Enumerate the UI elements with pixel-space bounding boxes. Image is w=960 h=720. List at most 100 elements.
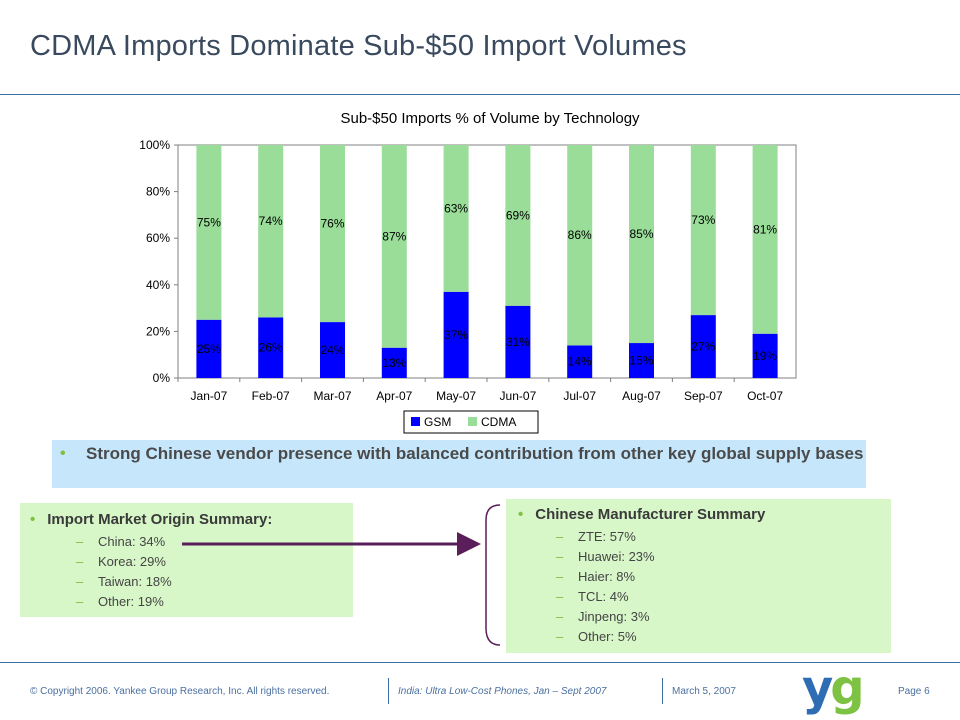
bar-cdma-jun-07 <box>505 145 531 306</box>
dash-icon: – <box>556 569 564 584</box>
legend-swatch-cdma <box>468 417 477 426</box>
bar-cdma-jul-07 <box>567 145 593 346</box>
origin-item-taiwan: Taiwan: 18% <box>98 574 172 589</box>
callout-bullet-icon: • <box>60 445 66 462</box>
origin-item-other: Other: 19% <box>98 594 164 609</box>
manufacturer-summary-list: – ZTE: 57% – Huawei: 23% – Haier: 8% – TCL: … <box>556 527 655 647</box>
data-label-cdma: 76% <box>320 217 344 231</box>
manufacturer-item-tcl: TCL: 4% <box>578 589 629 604</box>
data-label-cdma: 86% <box>568 228 592 242</box>
key-finding-callout: • Strong Chinese vendor presence with ba… <box>52 440 866 488</box>
bar-cdma-aug-07 <box>629 145 654 344</box>
x-tick-label: Jul-07 <box>563 389 596 403</box>
dash-icon: – <box>556 609 564 624</box>
y-tick-label: 60% <box>146 231 170 245</box>
bar-gsm-jan-07 <box>196 319 222 378</box>
list-item: – Jinpeng: 3% <box>556 607 655 627</box>
manufacturer-item-haier: Haier: 8% <box>578 569 636 584</box>
bar-cdma-oct-07 <box>752 145 778 334</box>
bar-cdma-apr-07 <box>381 145 407 348</box>
manufacturer-summary-box: • Chinese Manufacturer Summary – ZTE: 57% … <box>506 499 891 653</box>
y-tick-label: 0% <box>153 371 171 385</box>
y-tick-label: 80% <box>146 185 170 199</box>
title-divider <box>0 94 960 95</box>
y-tick-label: 40% <box>146 278 170 292</box>
bar-gsm-oct-07 <box>752 333 778 378</box>
brace-icon <box>485 504 501 646</box>
footer-separator <box>662 678 663 704</box>
x-tick-label: Apr-07 <box>376 389 412 403</box>
x-tick-label: Sep-07 <box>684 389 723 403</box>
data-label-cdma: 75% <box>197 215 221 229</box>
x-tick-label: Aug-07 <box>622 389 661 403</box>
legend-label-cdma: CDMA <box>481 415 516 429</box>
y-tick-label: 20% <box>146 324 170 338</box>
dash-icon: – <box>556 549 564 564</box>
data-label-gsm: 37% <box>444 328 468 342</box>
data-label-gsm: 25% <box>197 342 221 356</box>
dash-icon: – <box>556 629 564 644</box>
x-tick-label: Jan-07 <box>191 389 228 403</box>
y-tick-label: 100% <box>139 138 170 152</box>
bar-gsm-sep-07 <box>690 315 716 378</box>
data-label-cdma: 81% <box>753 222 777 236</box>
bar-cdma-sep-07 <box>690 145 716 316</box>
legend-swatch-gsm <box>411 417 420 426</box>
data-label-cdma: 85% <box>629 227 653 241</box>
x-tick-label: Jun-07 <box>500 389 537 403</box>
stacked-bar-chart: Sub-$50 Imports % of Volume by Technolog… <box>139 110 797 434</box>
list-item: – Huawei: 23% <box>556 547 655 567</box>
list-item: – ZTE: 57% <box>556 527 655 547</box>
chart-legend: GSM CDMA <box>403 410 539 434</box>
bar-gsm-mar-07 <box>320 322 345 378</box>
bar-cdma-may-07 <box>443 145 469 292</box>
data-label-cdma: 73% <box>691 213 715 227</box>
x-tick-label: May-07 <box>436 389 476 403</box>
manufacturer-item-huawei: Huawei: 23% <box>578 549 655 564</box>
logo-letter-g: g <box>830 660 864 716</box>
bullet-icon: • <box>30 511 36 528</box>
data-label-gsm: 13% <box>382 356 406 370</box>
list-item: – Other: 5% <box>556 627 655 647</box>
footer-copyright: © Copyright 2006. Yankee Group Research,… <box>30 686 330 697</box>
bullet-icon: • <box>518 506 524 523</box>
origin-summary-heading-text: Import Market Origin Summary: <box>47 511 273 528</box>
list-item: – TCL: 4% <box>556 587 655 607</box>
data-label-gsm: 26% <box>259 341 283 355</box>
bar-gsm-aug-07 <box>629 343 654 378</box>
bar-gsm-jun-07 <box>505 305 531 378</box>
footer-report-title: India: Ultra Low-Cost Phones, Jan – Sept… <box>398 686 607 697</box>
dash-icon: – <box>76 534 84 549</box>
origin-summary-heading: • Import Market Origin Summary: <box>30 511 272 528</box>
yankee-group-logo: yg <box>802 664 865 712</box>
bar-gsm-jul-07 <box>567 345 593 378</box>
origin-summary-list: – China: 34% – Korea: 29% – Taiwan: 18% – Ot… <box>76 532 172 612</box>
manufacturer-item-zte: ZTE: 57% <box>578 529 636 544</box>
legend-label-gsm: GSM <box>424 415 451 429</box>
origin-summary-box: • Import Market Origin Summary: – China: 3… <box>20 503 353 617</box>
dash-icon: – <box>76 554 84 569</box>
list-item: – China: 34% <box>76 532 172 552</box>
manufacturer-item-jinpeng: Jinpeng: 3% <box>578 609 650 624</box>
bar-gsm-feb-07 <box>258 317 284 378</box>
footer-divider <box>0 662 960 663</box>
bar-cdma-feb-07 <box>258 145 284 318</box>
bar-cdma-mar-07 <box>320 145 345 323</box>
x-tick-label: Feb-07 <box>252 389 290 403</box>
data-label-cdma: 63% <box>444 201 468 215</box>
bar-gsm-apr-07 <box>381 347 407 378</box>
list-item: – Korea: 29% <box>76 552 172 572</box>
data-label-gsm: 15% <box>629 354 653 368</box>
dash-icon: – <box>556 589 564 604</box>
data-label-gsm: 19% <box>753 349 777 363</box>
footer-date: March 5, 2007 <box>672 686 736 697</box>
list-item: – Other: 19% <box>76 592 172 612</box>
dash-icon: – <box>556 529 564 544</box>
manufacturer-item-other: Other: 5% <box>578 629 637 644</box>
chart-title: Sub-$50 Imports % of Volume by Technolog… <box>340 110 640 127</box>
slide-title: CDMA Imports Dominate Sub-$50 Import Vol… <box>30 30 687 62</box>
footer-page-number: Page 6 <box>898 686 930 697</box>
origin-item-china: China: 34% <box>98 534 166 549</box>
manufacturer-summary-heading-text: Chinese Manufacturer Summary <box>535 506 766 523</box>
data-label-gsm: 31% <box>506 335 530 349</box>
